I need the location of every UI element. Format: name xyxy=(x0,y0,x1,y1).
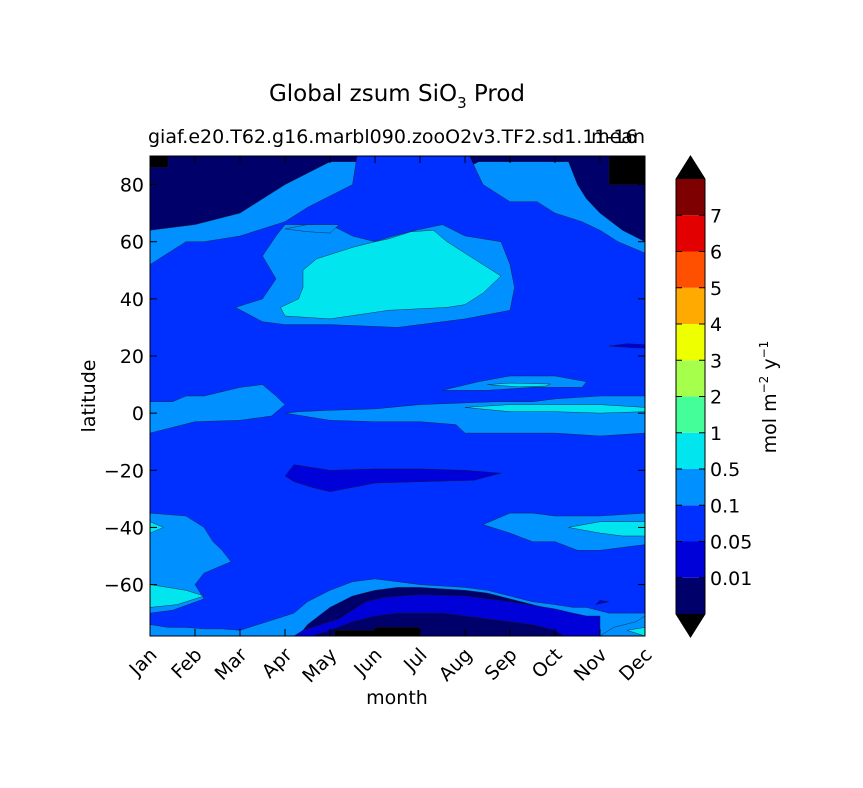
colorbar-under-arrow xyxy=(676,614,705,637)
colorbar-segment xyxy=(676,324,705,361)
colorbar-segment xyxy=(676,215,705,252)
x-tick-label: Jul xyxy=(399,644,431,676)
contour-region-24 xyxy=(608,156,645,185)
contour-region-23 xyxy=(150,156,169,168)
colorbar-segment xyxy=(676,432,705,469)
x-tick-label: Apr xyxy=(258,644,297,683)
x-tick-label: Jan xyxy=(125,644,162,681)
plot-area xyxy=(150,156,645,636)
contour-region-26 xyxy=(374,627,421,636)
x-tick-label: Jun xyxy=(349,644,386,681)
colorbar-tick-label: 0.01 xyxy=(710,568,752,590)
contour-region-14 xyxy=(487,382,551,388)
plot-frame xyxy=(149,155,646,637)
x-tick-label: Oct xyxy=(528,644,567,683)
x-tick-label: Sep xyxy=(481,644,522,685)
contour-region-25 xyxy=(334,630,376,636)
y-tick-label: 40 xyxy=(120,289,144,311)
colorbar-segment xyxy=(676,469,705,506)
colorbar-ticks: 0.01 0.05 0.1 0.5 1 2 3 4 5 6 7 xyxy=(676,205,752,590)
y-tick-label: −40 xyxy=(104,517,144,539)
y-tick-label: −60 xyxy=(104,575,144,597)
x-tick-label: Feb xyxy=(167,644,206,683)
y-tick-label: 0 xyxy=(132,403,144,425)
colorbar-tick-label: 0.05 xyxy=(710,532,752,554)
contour-region-6 xyxy=(595,600,610,605)
y-tick-label: 60 xyxy=(120,232,144,254)
contour-region-7 xyxy=(608,343,645,349)
colorbar-segment xyxy=(676,505,705,542)
chart-subtitle-right: mean xyxy=(591,126,645,148)
colorbar-segment xyxy=(676,179,705,216)
colorbar-outline xyxy=(675,155,706,638)
y-axis-label: latitude xyxy=(78,360,100,433)
contour-region-9 xyxy=(280,230,502,320)
colorbar-tick-label: 0.1 xyxy=(710,495,740,517)
x-tick-label: Mar xyxy=(211,644,252,685)
colorbar-segment xyxy=(676,287,705,324)
colorbar-tick-label: 4 xyxy=(710,314,722,336)
colorbar-tick-label: 1 xyxy=(710,423,722,445)
chart-title: Global zsum SiO3 Prod xyxy=(269,81,525,112)
contour-region-10 xyxy=(150,384,286,434)
colorbar-segment xyxy=(676,251,705,288)
x-tick-label: Nov xyxy=(570,644,612,686)
contour-region-5 xyxy=(284,464,502,492)
y-tick-label: 20 xyxy=(120,346,144,368)
colorbar-segment xyxy=(676,577,705,614)
contour-region-12 xyxy=(284,224,340,234)
x-axis-label: month xyxy=(366,687,428,709)
chart-subtitle: giaf.e20.T62.g16.marbl090.zooO2v3.TF2.sd… xyxy=(148,126,638,148)
contour-region-17 xyxy=(568,521,645,537)
contour-region-20 xyxy=(150,584,205,608)
y-tick-label: −20 xyxy=(104,460,144,482)
colorbar xyxy=(675,155,706,638)
colorbar-tick-label: 5 xyxy=(710,278,722,300)
colorbar-segment xyxy=(676,541,705,578)
contour-region-15 xyxy=(464,404,645,414)
y-axis: 80 60 40 20 0 −20 −40 −60 xyxy=(104,175,645,597)
colorbar-tick-label: 2 xyxy=(710,387,722,409)
colorbar-over-arrow xyxy=(676,156,705,179)
colorbar-tick-label: 3 xyxy=(710,350,722,372)
x-tick-label: May xyxy=(298,644,341,687)
y-tick-label: 80 xyxy=(120,175,144,197)
x-tick-label: Dec xyxy=(615,644,657,686)
colorbar-segment xyxy=(676,360,705,397)
contour-region-22 xyxy=(626,627,645,636)
colorbar-tick-label: 7 xyxy=(710,205,722,227)
colorbar-segment xyxy=(676,396,705,433)
x-tick-label: Aug xyxy=(435,644,477,686)
colorbar-tick-label: 6 xyxy=(710,242,722,264)
colorbar-label: mol m−2 y−1 xyxy=(757,341,781,454)
colorbar-tick-label: 0.5 xyxy=(710,459,740,481)
